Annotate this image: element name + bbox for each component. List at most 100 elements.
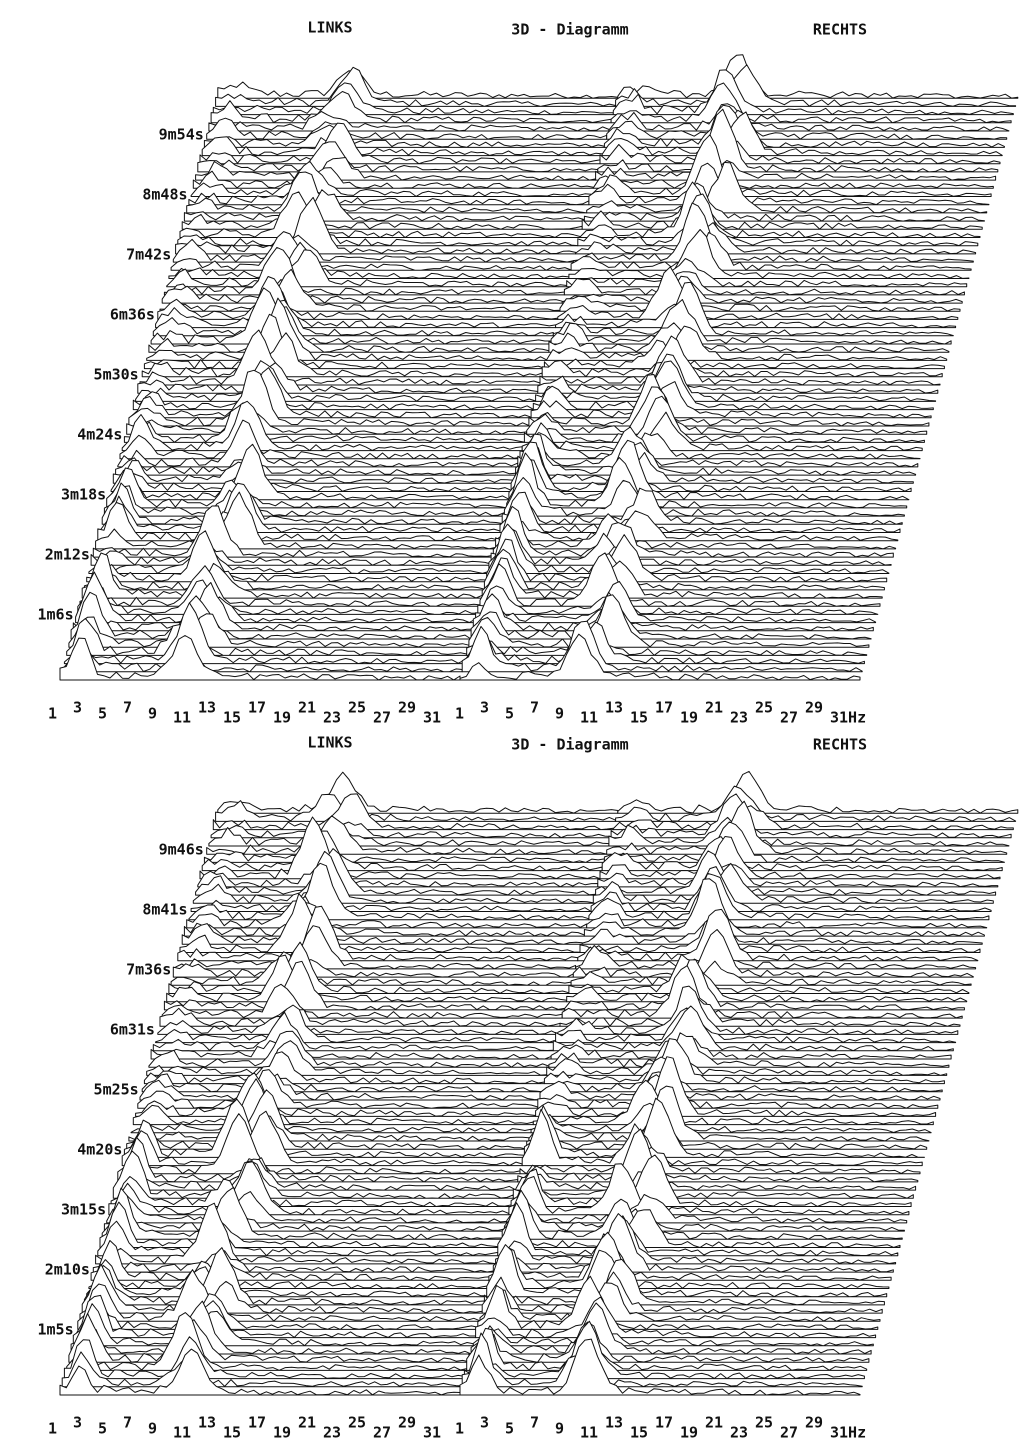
spectrum-trace [60,636,460,681]
frequency-label: 13 [198,699,216,717]
spectrum-trace [618,55,1018,98]
frequency-label: 3 [480,1414,489,1432]
spectrum-trace [216,794,616,821]
frequency-label: 11 [580,709,598,727]
panel: LINKS3D - DiagrammRECHTS9m46s8m41s7m36s6… [38,734,1018,1442]
frequency-label: 9 [555,705,564,723]
frequency-label: 17 [248,699,266,717]
frequency-label: 5 [98,1420,107,1438]
frequency-label: 21 [298,699,316,717]
time-label: 5m30s [94,366,139,384]
waterfall [460,55,1018,680]
left-title: LINKS [307,19,352,37]
spectrum-trace [471,592,871,639]
frequency-label: 29 [398,1414,416,1432]
left-title: LINKS [307,734,352,752]
frequency-label: 19 [273,1424,291,1442]
frequency-label: 27 [780,709,798,727]
spectrum-trace [213,83,613,115]
spectrum-trace [164,247,564,295]
frequency-label: 9 [148,705,157,723]
frequency-label: 5 [505,1420,514,1438]
frequency-label: 13 [605,699,623,717]
frequency-label: 17 [248,1414,266,1432]
frequency-label: 9 [148,1420,157,1438]
spectrum-trace [573,930,973,978]
spectrum-trace [487,535,887,582]
spectrum-trace [616,65,1016,107]
center-title: 3D - Diagramm [511,736,628,754]
spectrum-trace [527,387,927,434]
frequency-label: 9 [555,1420,564,1438]
frequency-label: 25 [755,699,773,717]
time-label: 7m36s [126,961,171,979]
spectrum-trace [611,794,1011,838]
spectrum-trace [218,772,618,813]
frequency-label: 23 [323,709,341,727]
frequency-label: 1 [455,1420,464,1438]
frequency-label: 3 [73,1414,82,1432]
time-label: 7m42s [126,246,171,264]
frequency-label: 3 [73,699,82,717]
time-label: 8m48s [142,186,187,204]
spectrum-trace [540,1072,940,1100]
frequency-label: 11 [173,709,191,727]
time-label: 4m24s [77,426,122,444]
frequency-label: 21 [705,1414,723,1432]
frequency-label: 11 [173,1424,191,1442]
time-label: 6m36s [110,306,155,324]
time-label: 8m41s [142,901,187,919]
frequency-label: 27 [373,1424,391,1442]
frequency-label: 25 [755,1414,773,1432]
frequency-label: 31Hz [830,1424,866,1442]
center-title: 3D - Diagramm [511,21,628,39]
frequency-label: 5 [98,705,107,723]
frequency-label: 17 [655,1414,673,1432]
time-label: 2m10s [45,1261,90,1279]
frequency-label: 29 [805,699,823,717]
frequency-label: 15 [630,1424,648,1442]
time-label: 9m54s [159,126,204,144]
frequency-label: 27 [373,709,391,727]
page: LINKS 3D - Diagramm RECHTS 9m54s 8m48s 7m42s 6… [0,0,1021,1448]
frequency-label: 31 [423,1424,441,1442]
spectrum-trace [491,1234,891,1281]
frequency-label: 7 [123,699,132,717]
frequency-label: 15 [630,709,648,727]
frequency-label: 1 [48,705,57,723]
frequency-label: 1 [48,1420,57,1438]
time-label: 9m46s [159,841,204,859]
frequency-label: 17 [655,699,673,717]
frequency-label: 21 [705,699,723,717]
frequency-label: 19 [273,709,291,727]
frequency-label: 15 [223,709,241,727]
frequency-label: 23 [730,709,748,727]
time-label: 3m15s [61,1201,106,1219]
frequency-label: 19 [680,1424,698,1442]
frequency-label: 7 [123,1414,132,1432]
time-label: 5m25s [94,1081,139,1099]
spectrum-trace [89,546,489,574]
frequency-label: 31 [423,709,441,727]
frequency-label: 1 [455,705,464,723]
frequency-label: 29 [398,699,416,717]
spectrum-trace [218,71,618,99]
time-label: 4m20s [77,1141,122,1159]
frequency-label: 7 [530,699,539,717]
frequency-label: 23 [323,1424,341,1442]
spectrum-trace [216,67,616,106]
frequency-label: 27 [780,1424,798,1442]
time-label: 3m18s [61,486,106,504]
frequency-label: 19 [680,709,698,727]
frequency-label: 3 [480,699,489,717]
spectrum-trace [616,786,1016,821]
frequency-label: 25 [348,1414,366,1432]
frequency-label: 7 [530,1414,539,1432]
frequency-label: 29 [805,1414,823,1432]
time-label: 1m6s [38,606,74,624]
right-title: RECHTS [813,21,867,39]
frequency-label: 5 [505,705,514,723]
spectrum-trace [100,1202,500,1247]
right-title: RECHTS [813,736,867,754]
frequency-label: 23 [730,1424,748,1442]
